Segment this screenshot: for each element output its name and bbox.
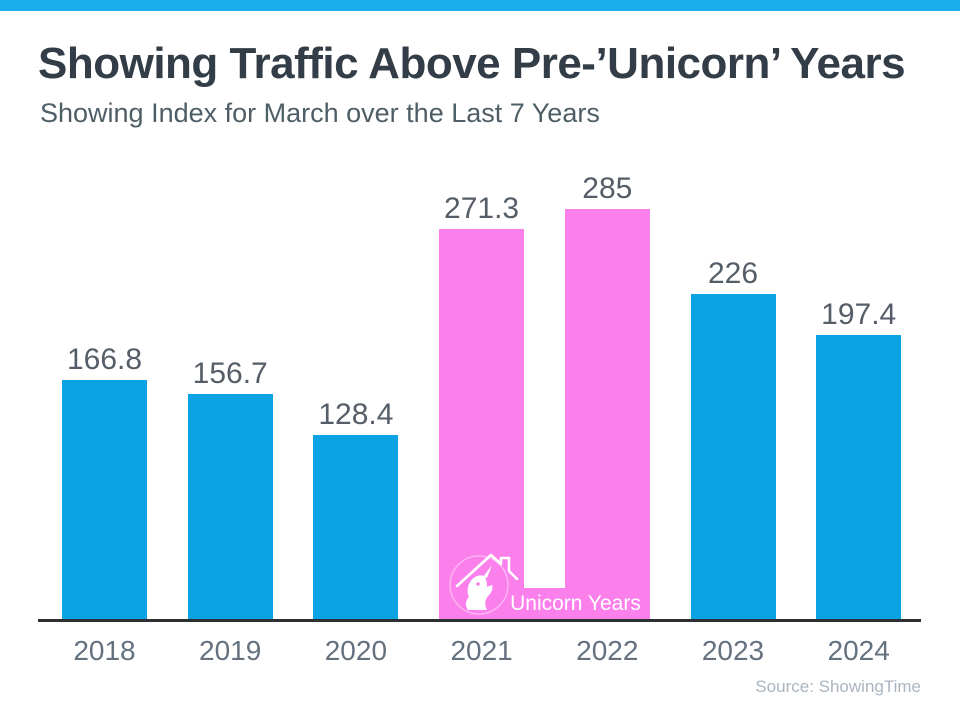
tick-label-2019: 2019 — [199, 635, 262, 666]
tick-label-2018: 2018 — [73, 635, 136, 666]
bar-2024 — [816, 335, 902, 619]
bar-2023 — [690, 294, 776, 619]
bar-2021 — [439, 228, 525, 619]
unicorn-years-band: Unicorn Years — [439, 553, 650, 619]
value-label-2021: 271.3 — [444, 191, 520, 225]
top-accent-bar — [0, 0, 960, 11]
tick-label-2021: 2021 — [450, 635, 513, 666]
bar-2018 — [62, 379, 147, 619]
unicorn-years-label: Unicorn Years — [510, 592, 641, 615]
tick-label-2023: 2023 — [701, 635, 765, 666]
icon-circle-outline — [449, 555, 509, 615]
x-axis-line — [38, 619, 921, 622]
bar-2022 — [564, 209, 650, 619]
value-label-2018: 166.8 — [66, 342, 143, 376]
unicorn-eye-icon — [476, 582, 480, 586]
bar-2020 — [313, 434, 399, 619]
unicorn-head-icon — [465, 575, 493, 610]
page-title: Showing Traffic Above Pre-’Unicorn’ Year… — [38, 39, 906, 88]
unicorn-house-icon — [449, 553, 519, 615]
value-label-2019: 156.7 — [192, 357, 268, 391]
value-label-2020: 128.4 — [318, 397, 394, 431]
value-label-2024: 197.4 — [821, 298, 897, 332]
source-credit: Source: ShowingTime — [755, 677, 921, 696]
page-subtitle: Showing Index for March over the Last 7 … — [40, 98, 600, 128]
value-label-2023: 226 — [707, 257, 759, 291]
tick-label-2022: 2022 — [576, 635, 639, 666]
tick-label-2020: 2020 — [324, 635, 388, 666]
house-roof-icon — [455, 553, 519, 588]
bar-2019 — [187, 394, 273, 619]
unicorn-horn-icon — [483, 565, 493, 578]
tick-label-2024: 2024 — [827, 635, 890, 666]
value-label-2022: 285 — [582, 172, 633, 206]
